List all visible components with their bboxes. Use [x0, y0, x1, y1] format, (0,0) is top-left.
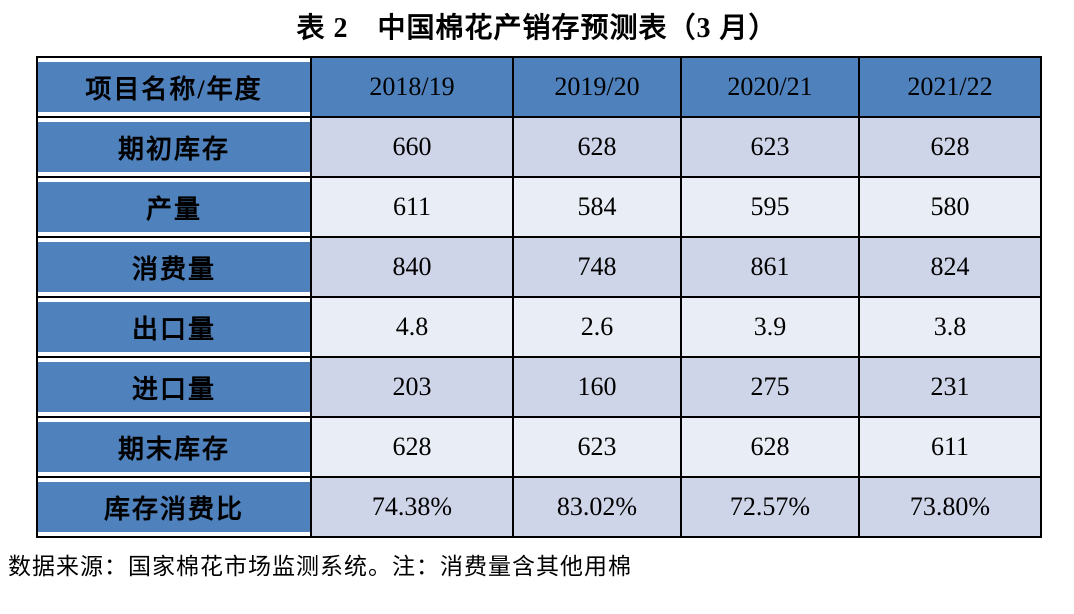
table-cell: 660: [310, 116, 514, 178]
column-header: 2018/19: [310, 56, 514, 118]
row-label: 产量: [36, 176, 312, 238]
column-header: 2021/22: [858, 56, 1042, 118]
table-cell: 203: [310, 356, 514, 418]
table-row: 期初库存 660 628 623 628: [36, 116, 1042, 178]
table-cell: 580: [858, 176, 1042, 238]
row-label: 期末库存: [36, 416, 312, 478]
table-cell: 584: [512, 176, 682, 238]
table-row: 库存消费比 74.38% 83.02% 72.57% 73.80%: [36, 476, 1042, 538]
row-label: 进口量: [36, 356, 312, 418]
column-header: 2019/20: [512, 56, 682, 118]
table-cell: 72.57%: [680, 476, 860, 538]
table-cell: 3.9: [680, 296, 860, 358]
table-row: 消费量 840 748 861 824: [36, 236, 1042, 298]
table-row: 产量 611 584 595 580: [36, 176, 1042, 238]
table-cell: 628: [858, 116, 1042, 178]
column-header: 2020/21: [680, 56, 860, 118]
table-cell: 3.8: [858, 296, 1042, 358]
table-row: 出口量 4.8 2.6 3.9 3.8: [36, 296, 1042, 358]
page-title: 表 2 中国棉花产销存预测表（3 月）: [296, 13, 778, 44]
table-cell: 231: [858, 356, 1042, 418]
table-cell: 595: [680, 176, 860, 238]
table-cell: 74.38%: [310, 476, 514, 538]
table-cell: 611: [310, 176, 514, 238]
table-cell: 4.8: [310, 296, 514, 358]
row-label: 库存消费比: [36, 476, 312, 538]
row-label: 消费量: [36, 236, 312, 298]
cotton-forecast-table: 项目名称/年度 2018/19 2019/20 2020/21 2021/22 …: [36, 56, 1042, 538]
table-cell: 83.02%: [512, 476, 682, 538]
row-label: 出口量: [36, 296, 312, 358]
table-cell: 748: [512, 236, 682, 298]
table-cell: 275: [680, 356, 860, 418]
table-cell: 623: [680, 116, 860, 178]
table-cell: 628: [512, 116, 682, 178]
table-cell: 840: [310, 236, 514, 298]
table-cell: 611: [858, 416, 1042, 478]
table-cell: 73.80%: [858, 476, 1042, 538]
row-label: 期初库存: [36, 116, 312, 178]
table-cell: 861: [680, 236, 860, 298]
table-cell: 628: [680, 416, 860, 478]
header-row: 项目名称/年度 2018/19 2019/20 2020/21 2021/22: [36, 56, 1042, 118]
table-row: 进口量 203 160 275 231: [36, 356, 1042, 418]
column-header: 项目名称/年度: [36, 56, 312, 118]
table-cell: 2.6: [512, 296, 682, 358]
table-cell: 628: [310, 416, 514, 478]
table-cell: 824: [858, 236, 1042, 298]
table-cell: 623: [512, 416, 682, 478]
source-note: 数据来源：国家棉花市场监测系统。注：消费量含其他用棉: [8, 554, 632, 579]
table-row: 期末库存 628 623 628 611: [36, 416, 1042, 478]
table-cell: 160: [512, 356, 682, 418]
